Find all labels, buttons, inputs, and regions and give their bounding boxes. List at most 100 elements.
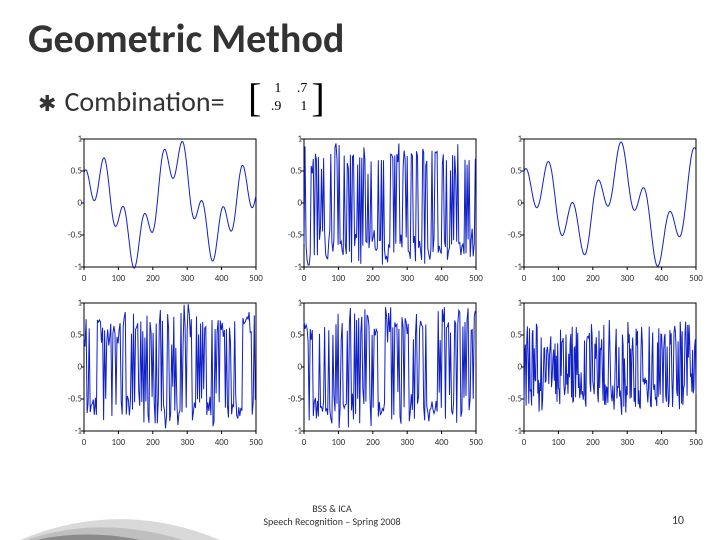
xtick-label: 400 bbox=[215, 437, 229, 448]
xtick-label: 200 bbox=[146, 437, 160, 448]
xtick-label: 200 bbox=[366, 273, 380, 284]
bullet-text: Combination= bbox=[64, 84, 224, 119]
xtick-label: 500 bbox=[469, 437, 483, 448]
xtick-label: 200 bbox=[586, 273, 600, 284]
xtick-label: 400 bbox=[215, 273, 229, 284]
ytick-label: 1 bbox=[77, 298, 82, 309]
xtick-label: 400 bbox=[435, 273, 449, 284]
xtick-label: 400 bbox=[435, 437, 449, 448]
xtick-label: 0 bbox=[302, 437, 307, 448]
ytick-label: 0 bbox=[77, 362, 82, 373]
xtick-label: 100 bbox=[332, 273, 346, 284]
xtick-label: 200 bbox=[366, 437, 380, 448]
bracket-right-icon: ] bbox=[311, 78, 324, 118]
ytick-label: -0.5 bbox=[508, 394, 522, 405]
footer-line2: Speech Recognition – Spring 2008 bbox=[222, 515, 442, 528]
xtick-label: 300 bbox=[180, 437, 194, 448]
ytick-label: 0.5 bbox=[71, 166, 82, 177]
xtick-label: 0 bbox=[82, 437, 87, 448]
signal-trace bbox=[304, 143, 475, 265]
plot-svg bbox=[56, 135, 260, 285]
ytick-label: -0.5 bbox=[68, 230, 82, 241]
xtick-label: 400 bbox=[655, 273, 669, 284]
plot-svg bbox=[496, 135, 700, 285]
bracket-left-icon: [ bbox=[248, 78, 261, 118]
ytick-label: -0.5 bbox=[68, 394, 82, 405]
ytick-label: 0.5 bbox=[291, 166, 302, 177]
ytick-label: 0 bbox=[77, 198, 82, 209]
xtick-label: 500 bbox=[249, 437, 263, 448]
ytick-label: -1 bbox=[295, 426, 302, 437]
plot-p3: -1-0.500.510100200300400500 bbox=[496, 135, 701, 285]
ytick-label: -1 bbox=[515, 426, 522, 437]
bullet-row: ✱ Combination= bbox=[38, 84, 225, 119]
ytick-label: 0.5 bbox=[511, 166, 522, 177]
xtick-label: 300 bbox=[180, 273, 194, 284]
page-number: 10 bbox=[672, 514, 684, 528]
plot-p5: -1 -0.5 0 0.5 1 0 100 200 300 400 500 bbox=[276, 299, 481, 449]
slide-title: Geometric Method bbox=[28, 14, 344, 63]
plot-svg bbox=[496, 299, 700, 449]
signal-trace bbox=[524, 142, 696, 266]
ytick-label: 0 bbox=[297, 198, 302, 209]
xtick-label: 100 bbox=[552, 273, 566, 284]
xtick-label: 500 bbox=[469, 273, 483, 284]
footer-line1: BSS & ICA bbox=[222, 502, 442, 515]
ytick-label: 1 bbox=[517, 298, 522, 309]
signal-trace bbox=[84, 142, 256, 269]
ytick-label: -1 bbox=[295, 262, 302, 273]
xtick-label: 500 bbox=[249, 273, 263, 284]
ytick-label: -1 bbox=[515, 262, 522, 273]
signal-trace bbox=[524, 320, 696, 415]
ytick-label: 0 bbox=[517, 198, 522, 209]
xtick-label: 300 bbox=[400, 437, 414, 448]
plot-svg bbox=[276, 135, 480, 285]
ytick-label: 1 bbox=[297, 298, 302, 309]
xtick-label: 300 bbox=[400, 273, 414, 284]
plot-p6: -1 -0.5 0 0.5 1 0 100 200 300 400 500 bbox=[496, 299, 701, 449]
ytick-label: 0.5 bbox=[291, 330, 302, 341]
plot-p1: -1 -0.5 0 0.5 1 0 100 200 300 400 500 bbox=[56, 135, 261, 285]
ytick-label: 1 bbox=[517, 134, 522, 145]
xtick-label: 500 bbox=[689, 437, 703, 448]
ytick-label: 1 bbox=[77, 134, 82, 145]
xtick-label: 500 bbox=[689, 273, 703, 284]
xtick-label: 200 bbox=[586, 437, 600, 448]
footer-text: BSS & ICA Speech Recognition – Spring 20… bbox=[222, 502, 442, 528]
signal-trace bbox=[304, 307, 475, 428]
combination-matrix: [ 1.7 .91 ] bbox=[248, 78, 325, 118]
xtick-label: 300 bbox=[620, 437, 634, 448]
ytick-label: -0.5 bbox=[288, 394, 302, 405]
xtick-label: 0 bbox=[522, 273, 527, 284]
xtick-label: 0 bbox=[522, 437, 527, 448]
decorative-swoosh bbox=[0, 480, 220, 540]
bullet-icon: ✱ bbox=[38, 93, 56, 115]
plot-p2: -1 -0.5 0 0.5 1 0 100 200 300 400 500 bbox=[276, 135, 481, 285]
ytick-label: 0 bbox=[517, 362, 522, 373]
m00: 1 bbox=[265, 80, 281, 98]
xtick-label: 0 bbox=[82, 273, 87, 284]
plot-svg bbox=[276, 299, 480, 449]
xtick-label: 0 bbox=[302, 273, 307, 284]
ytick-label: -1 bbox=[75, 262, 82, 273]
signal-trace bbox=[84, 304, 255, 428]
ytick-label: 0 bbox=[297, 362, 302, 373]
m01: .7 bbox=[291, 80, 307, 98]
plots-grid: -1-0.500.510100200300400500-1-0.500.5101… bbox=[56, 135, 700, 449]
m10: .9 bbox=[265, 98, 281, 116]
ytick-label: 0.5 bbox=[511, 330, 522, 341]
xtick-label: 400 bbox=[655, 437, 669, 448]
plot-p4: -1 -0.5 0 0.5 1 0 100 200 300 400 500 bbox=[56, 299, 261, 449]
ytick-label: 1 bbox=[297, 134, 302, 145]
xtick-label: 100 bbox=[112, 273, 126, 284]
ytick-label: 0.5 bbox=[71, 330, 82, 341]
ytick-label: -0.5 bbox=[288, 230, 302, 241]
xtick-label: 100 bbox=[552, 437, 566, 448]
xtick-label: 100 bbox=[112, 437, 126, 448]
xtick-label: 200 bbox=[146, 273, 160, 284]
xtick-label: 100 bbox=[332, 437, 346, 448]
ytick-label: -0.5 bbox=[508, 230, 522, 241]
slide: Geometric Method ✱ Combination= [ 1.7 .9… bbox=[0, 0, 720, 540]
ytick-label: -1 bbox=[75, 426, 82, 437]
m11: 1 bbox=[291, 98, 307, 116]
